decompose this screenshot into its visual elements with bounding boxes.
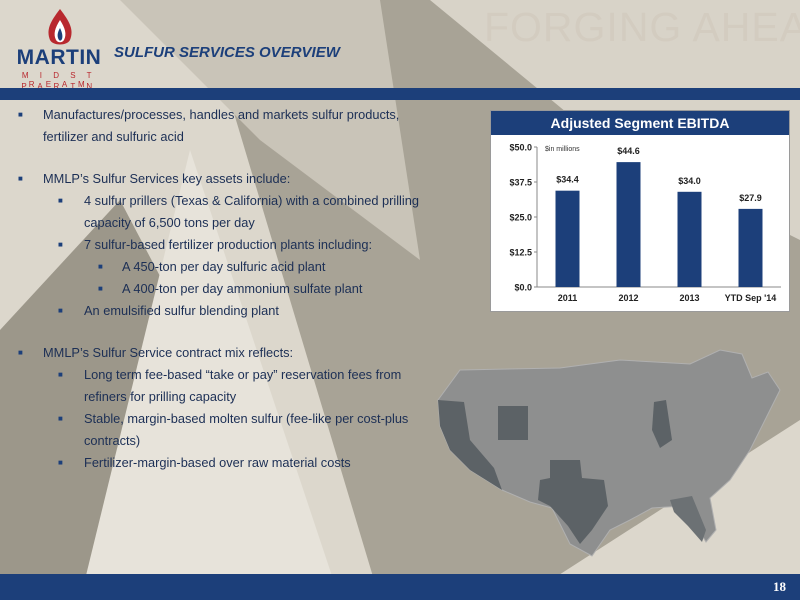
bar-2012 <box>616 162 641 287</box>
bar-2013 <box>677 191 702 287</box>
ebitda-chart: Adjusted Segment EBITDA $0.0 $12.5 $25.0 $3… <box>490 110 790 312</box>
bullet-gap <box>18 148 428 168</box>
flame-icon <box>48 9 72 45</box>
bar-chart: $0.0 $12.5 $25.0 $37.5 $50.0 $in millions $34.… <box>509 143 781 303</box>
bullet-text: Manufactures/processes, handles and mark… <box>43 107 400 144</box>
bullet-text: An emulsified sulfur blending plant <box>84 303 279 318</box>
bullet-item-level-1: ■ MMLP’s Sulfur Service contract mix refl… <box>18 342 428 364</box>
bar-value-label: $27.9 <box>739 193 762 203</box>
bullet-marker-icon: ■ <box>58 306 63 315</box>
footer-bar: 18 <box>0 574 800 600</box>
bullet-item-level-3: ■ A 400-ton per day ammonium sulfate plan… <box>18 278 428 300</box>
bullet-text: Stable, margin-based molten sulfur (fee-… <box>84 411 409 448</box>
bullet-marker-icon: ■ <box>18 174 23 183</box>
bullet-item-level-2: ■ 7 sulfur-based fertilizer production pl… <box>18 234 428 256</box>
bullet-marker-icon: ■ <box>18 348 23 357</box>
bullet-text: MMLP’s Sulfur Services key assets includ… <box>43 171 291 186</box>
bullet-gap <box>18 322 428 342</box>
bullet-list: ■ Manufactures/processes, handles and mar… <box>18 104 428 474</box>
logo-brand: MARTIN <box>16 46 102 69</box>
logo-line-midstream: M I D S T R E A M <box>21 71 97 89</box>
page-number: 18 <box>773 579 786 594</box>
y-tick-label: $12.5 <box>509 248 532 258</box>
bar-value-label: $34.4 <box>556 175 579 185</box>
bar-ytd-sep-14 <box>738 208 763 287</box>
bullet-marker-icon: ■ <box>98 262 103 271</box>
slide-headline: FORGING AHEAD <box>484 4 800 50</box>
bullet-text: Long term fee-based “take or pay” reserv… <box>84 367 402 404</box>
y-tick-label: $0.0 <box>514 283 532 293</box>
bullet-text: A 400-ton per day ammonium sulfate plant <box>122 281 363 296</box>
x-tick-label: 2013 <box>679 293 699 303</box>
bullet-marker-icon: ■ <box>58 196 63 205</box>
section-title: SULFUR SERVICES OVERVIEW <box>114 44 340 61</box>
bullet-marker-icon: ■ <box>58 370 63 379</box>
bullet-item-level-2: ■ 4 sulfur prillers (Texas & California) … <box>18 190 428 234</box>
y-tick-label: $50.0 <box>509 143 532 153</box>
bullet-item-level-2: ■ Stable, margin-based molten sulfur (fee… <box>18 408 428 452</box>
y-tick-label: $37.5 <box>509 178 532 188</box>
bullet-marker-icon: ■ <box>18 110 23 119</box>
chart-title: Adjusted Segment EBITDA <box>491 111 789 135</box>
california-region <box>438 400 502 490</box>
illinois-region <box>652 400 672 448</box>
texas-region <box>538 460 608 544</box>
bullet-text: MMLP’s Sulfur Service contract mix refle… <box>43 345 294 360</box>
florida-region <box>670 496 706 542</box>
bullet-item-level-2: ■ Long term fee-based “take or pay” reser… <box>18 364 428 408</box>
bullet-text: A 450-ton per day sulfuric acid plant <box>122 259 326 274</box>
bullet-item-level-1: ■ Manufactures/processes, handles and mar… <box>18 104 428 148</box>
bullet-marker-icon: ■ <box>58 414 63 423</box>
chart-unit-note: $in millions <box>545 146 580 153</box>
bullet-item-level-2: ■ Fertilizer-margin-based over raw materi… <box>18 452 428 474</box>
bullet-item-level-2: ■ An emulsified sulfur blending plant <box>18 300 428 322</box>
bullet-item-level-3: ■ A 450-ton per day sulfuric acid plant <box>18 256 428 278</box>
bar-value-label: $44.6 <box>617 146 640 156</box>
bar-2011 <box>555 190 580 287</box>
bullet-text: 7 sulfur-based fertilizer production pla… <box>84 237 373 252</box>
bar-value-label: $34.0 <box>678 176 701 186</box>
x-tick-label: 2011 <box>558 293 578 303</box>
utah-region <box>498 406 528 440</box>
x-tick-label: YTD Sep '14 <box>725 293 777 303</box>
y-tick-label: $25.0 <box>509 213 532 223</box>
bullet-marker-icon: ■ <box>58 240 63 249</box>
us-map <box>437 349 781 557</box>
bullet-item-level-1: ■ MMLP’s Sulfur Services key assets inclu… <box>18 168 428 190</box>
bullet-text: 4 sulfur prillers (Texas & California) w… <box>84 193 419 230</box>
bullet-marker-icon: ■ <box>98 284 103 293</box>
bullet-marker-icon: ■ <box>58 458 63 467</box>
company-logo: MARTIN M I D S T R E A M P A R T N E R S <box>14 8 104 100</box>
bullet-text: Fertilizer-margin-based over raw materia… <box>84 455 351 470</box>
x-tick-label: 2012 <box>618 293 638 303</box>
header-divider <box>0 88 800 100</box>
